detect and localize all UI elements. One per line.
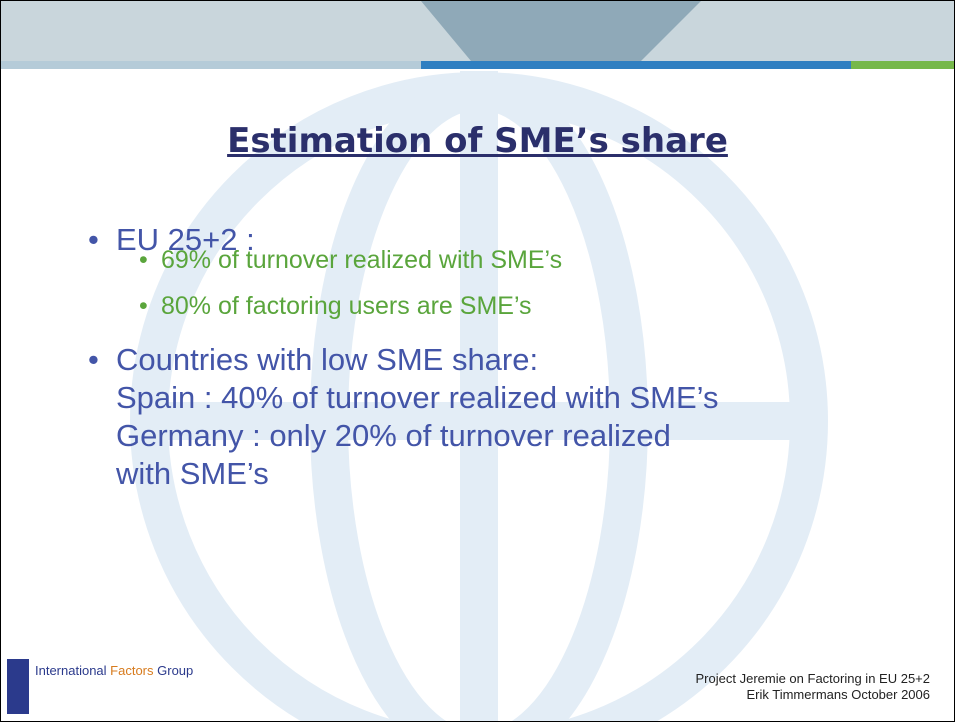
bullet: • Countries with low SME share: Spain : … — [88, 342, 719, 491]
logo-text: International — [35, 663, 111, 678]
logo-text: Group — [153, 663, 194, 678]
bullet: • EU 25+2 : — [88, 222, 255, 257]
header-band — [1, 61, 421, 69]
bullet-text: with SME’s — [116, 456, 269, 491]
header-band — [421, 61, 851, 69]
bullet-text: Spain : 40% of turnover realized with SM… — [116, 380, 719, 415]
footer: Project Jeremie on Factoring in EU 25+2 … — [696, 671, 930, 703]
footer-text: Erik Timmermans October 2006 — [746, 687, 930, 702]
bullet-text: Germany : only 20% of turnover realized — [116, 418, 671, 453]
sub-bullet: • 80% of factoring users are SME’s — [139, 292, 532, 320]
bullet-text: 80% of factoring users are SME’s — [161, 292, 532, 320]
header-photo-detail — [421, 1, 701, 61]
slide-title: Estimation of SME’s share — [227, 121, 728, 161]
bullet-text: Countries with low SME share: — [116, 342, 539, 377]
sub-bullet: • 69% of turnover realized with SME’s — [139, 246, 563, 274]
logo-mark — [7, 659, 29, 714]
logo-text: Factors — [110, 663, 154, 678]
bullet-text: EU 25+2 : — [116, 222, 255, 257]
header-band — [851, 61, 954, 69]
logo: International Factors Group — [35, 663, 193, 678]
bullet-text: 69% of turnover realized with SME’s — [161, 246, 563, 274]
globe-watermark — [130, 71, 828, 721]
footer-text: Project Jeremie on Factoring in EU 25+2 — [695, 671, 930, 686]
